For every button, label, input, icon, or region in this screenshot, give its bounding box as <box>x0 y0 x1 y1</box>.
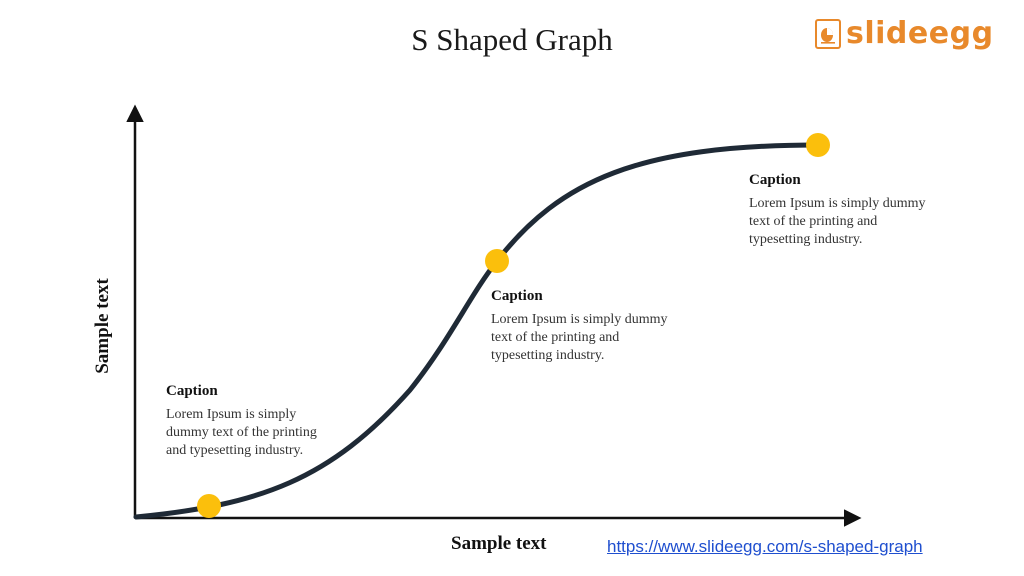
caption-right: Caption Lorem Ipsum is simply dummy text… <box>749 171 927 249</box>
page-title: S Shaped Graph <box>411 22 613 57</box>
caption-left: Caption Lorem Ipsum is simply dummy text… <box>166 382 331 460</box>
caption-middle: Caption Lorem Ipsum is simply dummy text… <box>491 287 669 365</box>
egg-chart-icon <box>815 18 841 49</box>
curve-marker-middle <box>485 249 509 273</box>
caption-body: Lorem Ipsum is simply dummy text of the … <box>491 312 668 363</box>
x-axis-label: Sample text <box>451 533 547 554</box>
logo-text: slideegg <box>846 16 994 51</box>
caption-body: Lorem Ipsum is simply dummy text of the … <box>166 407 317 458</box>
y-axis-label: Sample text <box>92 278 113 374</box>
caption-body: Lorem Ipsum is simply dummy text of the … <box>749 196 926 247</box>
curve-marker-start <box>197 494 221 518</box>
curve-marker-end <box>806 133 830 157</box>
s-curve <box>133 142 821 520</box>
caption-title: Caption <box>166 383 218 399</box>
source-link[interactable]: https://www.slideegg.com/s-shaped-graph <box>607 537 923 556</box>
slideegg-logo: slideegg <box>815 16 994 51</box>
caption-title: Caption <box>491 288 543 304</box>
caption-title: Caption <box>749 172 801 188</box>
